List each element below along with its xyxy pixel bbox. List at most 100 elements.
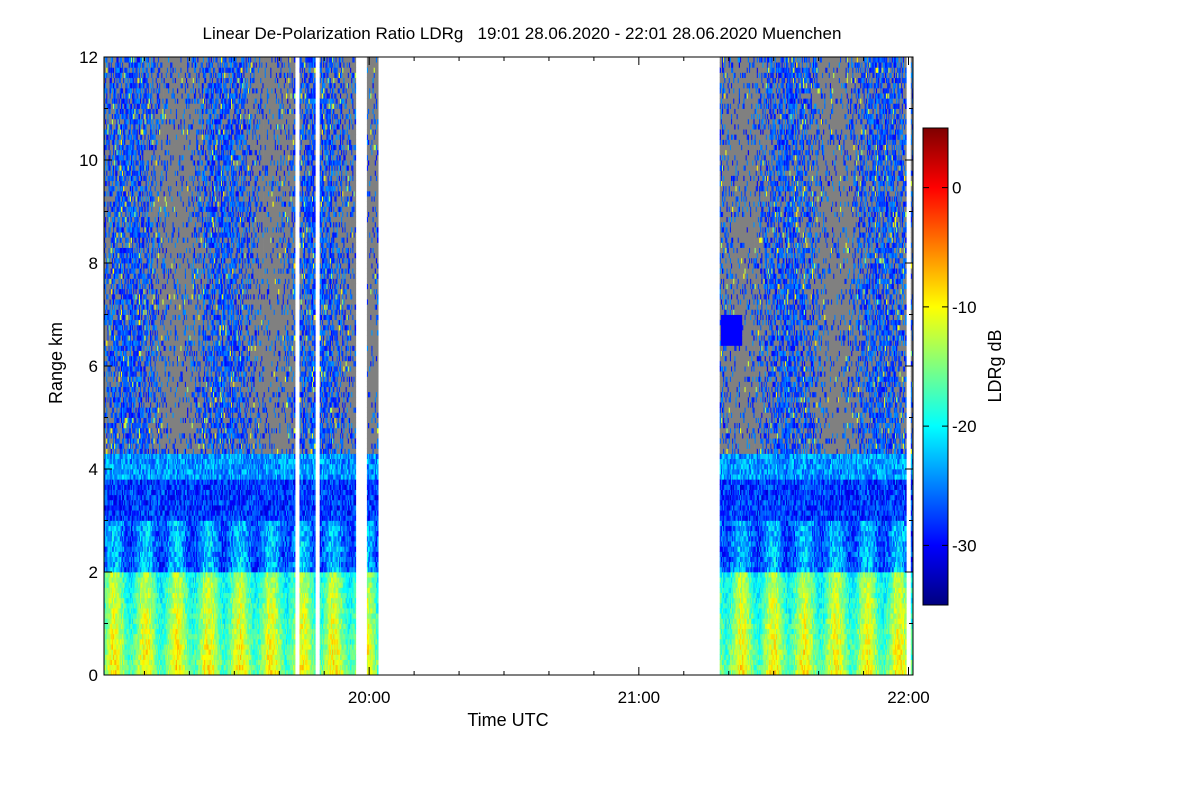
heatmap-cell [114, 381, 116, 388]
heatmap-cell [115, 118, 117, 125]
heatmap-cell [114, 608, 116, 614]
heatmap-cell [108, 587, 111, 594]
heatmap-cell [109, 165, 112, 171]
heatmap-cell [109, 304, 112, 310]
heatmap-cell [104, 427, 106, 434]
heatmap-cell [114, 422, 116, 429]
heatmap-cell [109, 530, 112, 537]
heatmap-cell [110, 535, 113, 542]
heatmap-cell [118, 227, 121, 233]
heatmap-cell [109, 242, 112, 248]
heatmap-cell [117, 273, 120, 279]
heatmap-cell [114, 263, 116, 269]
heatmap-cell [115, 433, 117, 439]
heatmap-cell [111, 273, 114, 279]
heatmap-cell [105, 469, 107, 475]
heatmap-cell [110, 669, 113, 675]
heatmap-cell [106, 376, 108, 382]
heatmap-cell [118, 623, 121, 630]
heatmap-cell [109, 448, 112, 454]
heatmap-cell [109, 170, 112, 176]
heatmap-cell [113, 608, 115, 614]
heatmap-cell [109, 484, 112, 490]
heatmap-cell [116, 484, 118, 490]
heatmap-cell [111, 185, 114, 192]
heatmap-cell [104, 443, 106, 449]
heatmap-cell [117, 443, 120, 449]
heatmap-cell [115, 108, 117, 115]
heatmap-cell [111, 443, 114, 449]
heatmap-cell [111, 417, 114, 424]
heatmap-cell [105, 165, 107, 171]
heatmap-cell [111, 561, 114, 568]
heatmap-cell [104, 309, 106, 315]
heatmap-cell [105, 659, 107, 666]
heatmap-cell [108, 247, 111, 254]
heatmap-cell [108, 469, 111, 475]
heatmap-cell [113, 273, 115, 279]
heatmap-cell [119, 412, 122, 418]
heatmap-cell [109, 273, 112, 279]
heatmap-cell [119, 618, 122, 624]
heatmap-cell [111, 577, 114, 583]
heatmap-cell [104, 391, 106, 398]
heatmap-cell [110, 180, 113, 187]
heatmap-cell [114, 458, 116, 465]
heatmap-cell [116, 391, 118, 398]
heatmap-cell [120, 340, 123, 346]
heatmap-cell [109, 149, 112, 156]
heatmap-cell [119, 345, 122, 351]
heatmap-cell [107, 587, 109, 594]
heatmap-cell [114, 242, 116, 248]
heatmap-cell [104, 293, 106, 300]
heatmap-cell [104, 546, 106, 552]
heatmap-cell [120, 314, 123, 321]
heatmap-cell [117, 458, 120, 465]
heatmap-cell [107, 366, 109, 372]
heatmap-cell [115, 330, 117, 336]
heatmap-cell [107, 345, 109, 351]
heatmap-cell [113, 669, 115, 675]
heatmap-cell [106, 144, 108, 151]
heatmap-cell [114, 541, 116, 547]
heatmap-cell [119, 319, 122, 326]
heatmap-cell [104, 216, 106, 223]
heatmap-cell [115, 510, 117, 516]
heatmap-cell [111, 499, 114, 506]
heatmap-cell [117, 309, 120, 315]
heatmap-cell [119, 572, 122, 578]
heatmap-cell [119, 263, 122, 269]
heatmap-cell [110, 263, 113, 269]
heatmap-cell [111, 396, 114, 403]
heatmap-cell [104, 582, 106, 588]
heatmap-cell [110, 103, 113, 109]
heatmap-cell [106, 448, 108, 454]
heatmap-cell [111, 391, 114, 398]
heatmap-cell [106, 175, 108, 182]
heatmap-cell [109, 618, 112, 624]
heatmap-cell [107, 196, 109, 202]
heatmap-cell [105, 319, 107, 326]
heatmap-cell [115, 664, 117, 671]
heatmap-cell [113, 340, 115, 346]
heatmap-cell [116, 402, 118, 408]
heatmap-cell [120, 458, 123, 465]
heatmap-cell [116, 396, 118, 403]
heatmap-cell [113, 206, 115, 212]
heatmap-cell [119, 613, 122, 619]
heatmap-cell [119, 206, 122, 212]
heatmap-cell [105, 180, 107, 187]
heatmap-cell [108, 185, 111, 192]
heatmap-cell [108, 98, 111, 104]
heatmap-cell [111, 340, 114, 346]
heatmap-cell [104, 535, 106, 542]
heatmap-cell [108, 649, 111, 655]
heatmap-cell [117, 149, 120, 156]
heatmap-cell [107, 597, 109, 604]
heatmap-cell [115, 124, 117, 130]
heatmap-cell [108, 572, 111, 578]
heatmap-cell [108, 160, 111, 166]
heatmap-cell [108, 113, 111, 120]
heatmap-cell [117, 659, 120, 666]
heatmap-cell [118, 165, 121, 171]
